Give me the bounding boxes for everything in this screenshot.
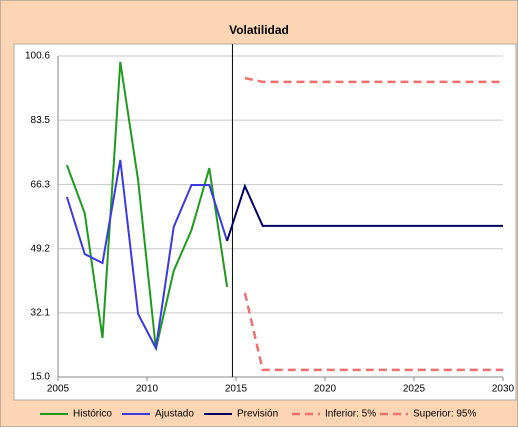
series-line bbox=[244, 76, 503, 84]
x-tick-label: 2005 bbox=[47, 384, 70, 395]
series-line bbox=[226, 183, 503, 242]
plot-area bbox=[13, 43, 517, 401]
legend-label: Histórico bbox=[73, 409, 112, 420]
x-tick-label: 2030 bbox=[492, 384, 515, 395]
y-tick-label: 49.2 bbox=[31, 243, 51, 254]
y-tick-label: 32.1 bbox=[31, 308, 51, 319]
x-tick-label: 2020 bbox=[314, 384, 337, 395]
x-tick-label: 2015 bbox=[225, 384, 248, 395]
legend-label: Inferior: 5% bbox=[325, 409, 376, 420]
series-line bbox=[65, 61, 229, 350]
legend-label: Superior: 95% bbox=[413, 409, 476, 420]
y-tick-label: 83.5 bbox=[31, 115, 51, 126]
y-tick-label: 66.3 bbox=[31, 179, 51, 190]
y-tick-label: 100.6 bbox=[25, 51, 50, 62]
series-line bbox=[243, 292, 503, 372]
y-tick-label: 15.0 bbox=[31, 372, 51, 383]
x-tick-label: 2010 bbox=[136, 384, 159, 395]
legend-label: Previsión bbox=[237, 409, 278, 420]
legend-label: Ajustado bbox=[155, 409, 194, 420]
series-line bbox=[65, 159, 229, 352]
x-tick-label: 2025 bbox=[403, 384, 426, 395]
chart-title: Volatilidad bbox=[229, 23, 289, 37]
